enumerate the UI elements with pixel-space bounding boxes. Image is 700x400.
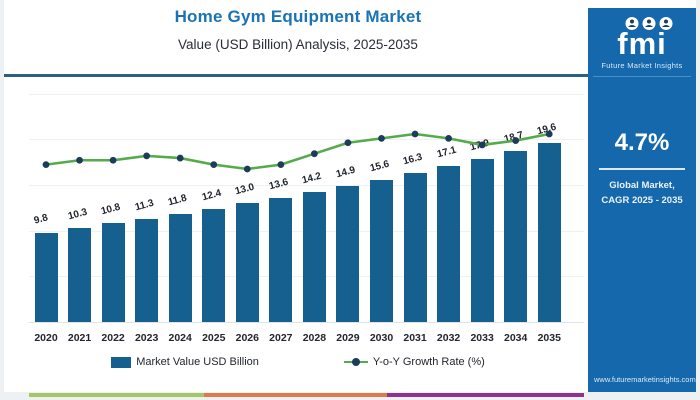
x-axis-label-2030: 2030 [369, 332, 394, 344]
x-axis-label-2032: 2032 [436, 332, 461, 344]
line-point-2031 [411, 130, 419, 138]
line-point-2033 [478, 141, 486, 149]
chart-legend: Market Value USD Billion Y-o-Y Growth Ra… [4, 356, 592, 368]
bar-2035 [537, 143, 561, 322]
line-point-2023 [143, 152, 151, 160]
fmi-panel: fmi Future Market Insights 4.7% Global M… [588, 8, 696, 392]
cagr-block: 4.7% Global Market, CAGR 2025 - 2035 [588, 129, 696, 208]
website-link[interactable]: www.futuremarketinsights.com [594, 375, 696, 384]
bar-2021 [68, 227, 92, 322]
legend-item-market-value: Market Value USD Billion [111, 356, 259, 368]
bar-2024 [168, 214, 192, 322]
chart-card: Home Gym Equipment Market Value (USD Bil… [4, 0, 696, 397]
x-axis-label-2022: 2022 [101, 332, 125, 344]
x-axis-label-2024: 2024 [168, 332, 192, 344]
line-point-2034 [512, 137, 520, 144]
x-axis-label-2028: 2028 [302, 332, 327, 344]
line-swatch-icon [343, 357, 368, 367]
x-axis-label-2025: 2025 [202, 332, 226, 344]
x-axis-label-2023: 2023 [134, 332, 159, 344]
line-point-2024 [176, 154, 184, 162]
growth-rate-line [42, 130, 553, 173]
footer-strip-green [29, 393, 204, 397]
bar-2023 [135, 218, 159, 322]
x-axis-label-2033: 2033 [470, 332, 494, 344]
line-point-2020 [42, 161, 50, 169]
bar-2022 [101, 223, 125, 322]
line-point-2030 [378, 134, 385, 142]
line-point-2025 [210, 161, 218, 169]
bar-2029 [336, 185, 360, 322]
bar-2030 [370, 179, 393, 322]
combo-chart: 9.8 2020 10.3 2021 10.8 2022 11.3 2023 11.8 2024 1… [4, 0, 592, 400]
x-axis-label-2021: 2021 [67, 332, 92, 344]
cagr-value: 4.7% [614, 129, 670, 157]
bar-2027 [269, 197, 293, 322]
fmi-logo-people-icons [613, 16, 685, 31]
x-axis-label-2026: 2026 [235, 332, 259, 344]
x-axis-label-2029: 2029 [336, 332, 360, 344]
bar-2031 [403, 173, 427, 322]
bar-2032 [437, 165, 461, 322]
legend-label: Y-o-Y Growth Rate (%) [372, 356, 485, 368]
fmi-logo-text: fmi [617, 26, 667, 61]
bar-2033 [470, 158, 494, 322]
footer-strip-purple [387, 393, 584, 397]
x-axis-label-2027: 2027 [269, 332, 293, 344]
x-axis-label-2035: 2035 [537, 332, 561, 344]
fmi-logo-caption: Future Market Insights [601, 61, 683, 71]
bar-2034 [504, 151, 528, 322]
line-point-2027 [277, 161, 285, 169]
legend-item-growth-rate: Y-o-Y Growth Rate (%) [343, 356, 485, 368]
gridline [29, 93, 584, 95]
line-point-2021 [76, 156, 83, 164]
legend-label: Market Value USD Billion [136, 356, 259, 368]
gridline [29, 185, 584, 187]
people-icon [625, 17, 673, 30]
cagr-divider [598, 168, 686, 170]
page-subtitle: Value (USD Billion) Analysis, 2025-2035 [178, 37, 418, 52]
line-point-2022 [109, 156, 117, 164]
gridline [29, 139, 584, 141]
line-point-2028 [311, 150, 318, 158]
x-axis-label-2034: 2034 [504, 332, 528, 344]
gridline [29, 322, 584, 323]
line-point-2035 [545, 130, 553, 138]
bar-2026 [235, 203, 259, 322]
x-axis-label-2020: 2020 [34, 332, 58, 344]
cagr-range-label: CAGR 2025 - 2035 [601, 194, 683, 206]
bar-2028 [302, 192, 326, 322]
fmi-logo: fmi Future Market Insights [593, 8, 691, 78]
line-point-2029 [344, 139, 352, 147]
bar-swatch-icon [111, 356, 132, 368]
line-point-2032 [445, 134, 452, 142]
footer-strip-orange [204, 393, 387, 397]
line-point-2026 [243, 165, 251, 173]
x-axis-label-2031: 2031 [403, 332, 427, 344]
bar-2020 [34, 232, 58, 322]
header-divider [4, 74, 592, 77]
page-title: Home Gym Equipment Market [174, 7, 422, 26]
cagr-market-label: Global Market, [609, 179, 675, 191]
bar-2025 [202, 208, 226, 322]
